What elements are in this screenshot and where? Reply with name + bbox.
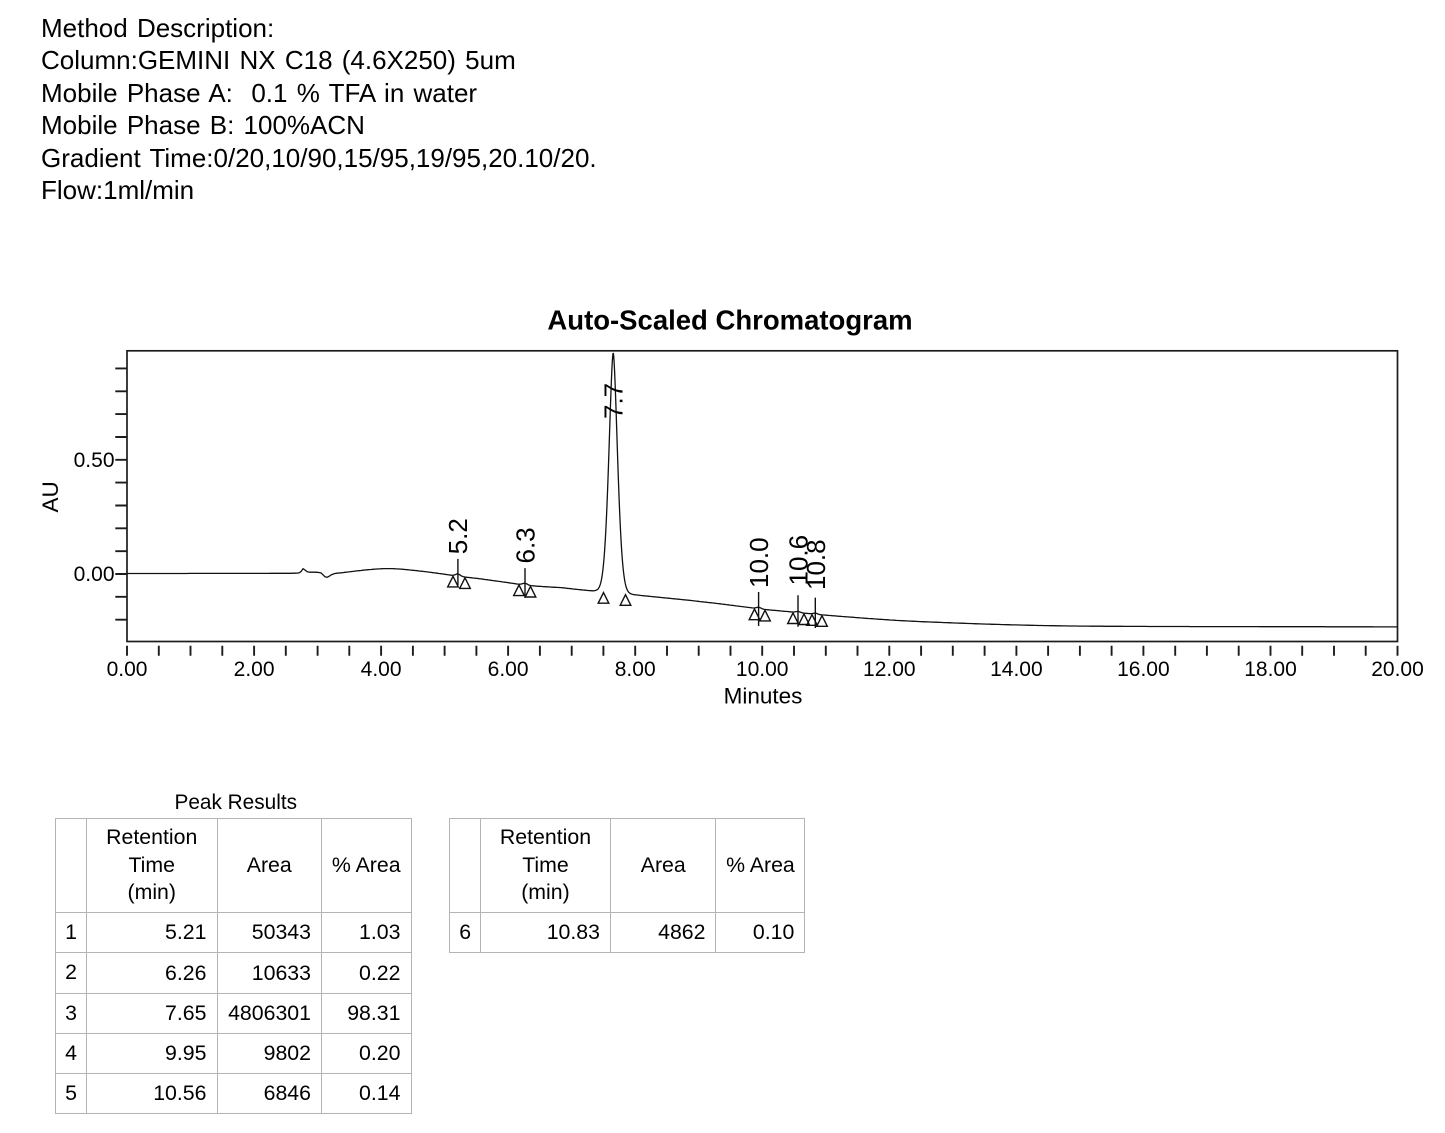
- svg-text:16.00: 16.00: [1117, 658, 1170, 681]
- svg-text:10.0: 10.0: [744, 537, 774, 588]
- svg-text:8.00: 8.00: [615, 658, 656, 681]
- svg-text:20.00: 20.00: [1371, 658, 1424, 681]
- svg-text:0.00: 0.00: [74, 563, 115, 586]
- svg-text:14.00: 14.00: [990, 658, 1043, 681]
- svg-text:7.7: 7.7: [599, 383, 629, 419]
- svg-text:4.00: 4.00: [361, 658, 402, 681]
- svg-text:10.00: 10.00: [736, 658, 789, 681]
- svg-text:0.00: 0.00: [107, 658, 148, 681]
- svg-text:6.00: 6.00: [488, 658, 529, 681]
- svg-text:10.8: 10.8: [801, 539, 831, 590]
- svg-text:AU: AU: [38, 481, 63, 512]
- svg-text:6.3: 6.3: [511, 527, 541, 563]
- svg-text:18.00: 18.00: [1244, 658, 1297, 681]
- svg-text:10.6: 10.6: [784, 535, 814, 586]
- svg-text:12.00: 12.00: [863, 658, 916, 681]
- svg-text:5.2: 5.2: [443, 518, 473, 554]
- svg-text:Auto-Scaled Chromatogram: Auto-Scaled Chromatogram: [547, 305, 912, 336]
- svg-text:Minutes: Minutes: [724, 684, 803, 709]
- svg-text:0.50: 0.50: [74, 449, 115, 472]
- svg-text:2.00: 2.00: [234, 658, 275, 681]
